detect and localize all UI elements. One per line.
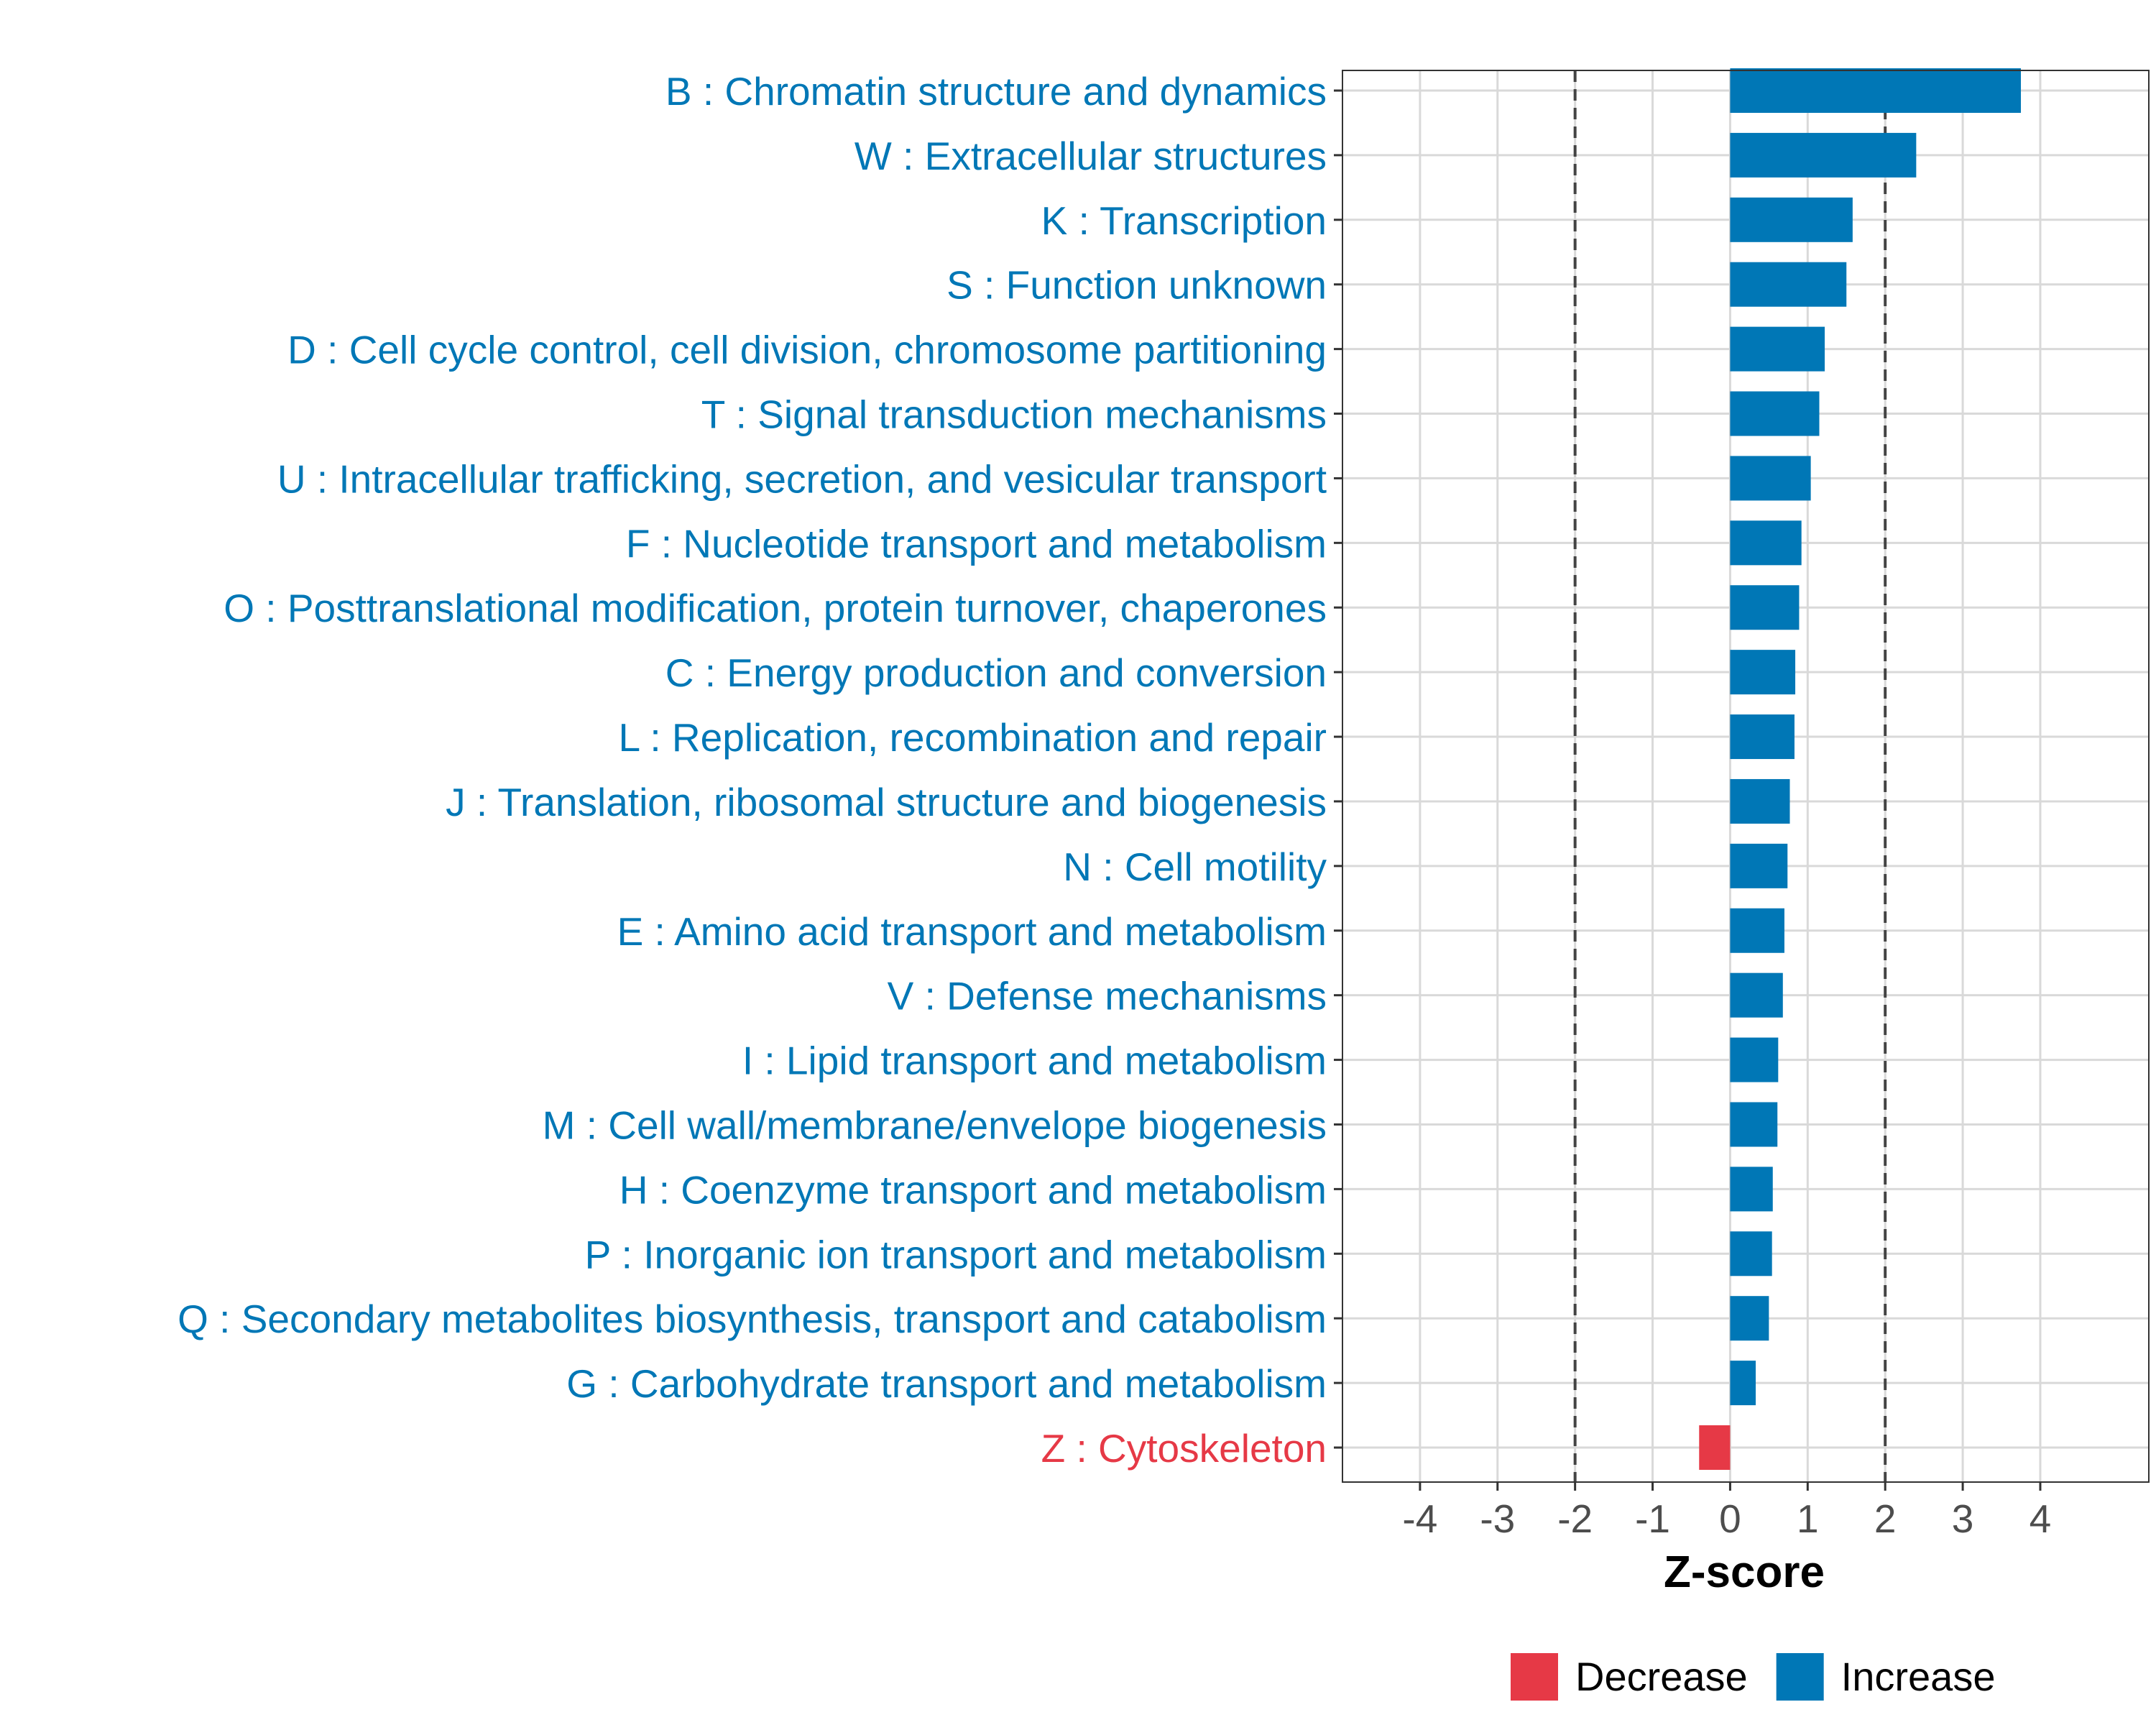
bar [1730,908,1784,953]
y-axis-ticks [1334,89,1342,1449]
y-tick-label: T : Signal transduction mechanisms [701,392,1327,437]
x-axis-ticks [1419,1482,2042,1491]
y-axis-labels: B : Chromatin structure and dynamics W : … [178,69,1327,1471]
x-tick-label: -4 [1402,1496,1437,1541]
bar [1730,972,1783,1018]
x-axis-title: Z-score [1664,1547,1825,1597]
x-tick-label: -3 [1480,1496,1515,1541]
y-tick-label: F : Nucleotide transport and metabolism [626,521,1327,566]
bar [1730,520,1802,566]
legend-swatch [1511,1653,1558,1701]
bar [1730,197,1853,242]
bar [1730,262,1847,307]
x-tick-label: 4 [2030,1496,2052,1541]
y-tick-label: M : Cell wall/membrane/envelope biogenes… [543,1103,1327,1147]
y-tick-label: I : Lipid transport and metabolism [742,1039,1327,1083]
bar [1730,326,1825,372]
x-tick-label: -1 [1635,1496,1670,1541]
y-tick-label: E : Amino acid transport and metabolism [617,909,1327,954]
plot-panel-border [1342,70,2150,1483]
bar [1730,843,1788,888]
y-tick-label: W : Extracellular structures [854,134,1327,178]
bar [1730,456,1811,501]
x-tick-label: 0 [1719,1496,1741,1541]
y-tick-label: L : Replication, recombination and repai… [619,715,1327,760]
y-tick-label: C : Energy production and conversion [665,650,1327,695]
legend-label: Decrease [1575,1654,1748,1699]
y-tick-label: B : Chromatin structure and dynamics [665,69,1327,114]
bar [1730,585,1800,630]
legend-swatch [1776,1653,1824,1701]
y-tick-label: V : Defense mechanisms [888,974,1327,1018]
y-tick-label: G : Carbohydrate transport and metabolis… [566,1361,1327,1406]
bar [1730,1296,1769,1341]
bar [1730,1167,1773,1212]
legend-label: Increase [1841,1654,1996,1699]
bar [1730,1102,1778,1147]
y-tick-label: Z : Cytoskeleton [1041,1426,1327,1471]
x-axis-tick-labels: -4 -3 -2 -1 0 1 2 3 4 [1402,1496,2051,1541]
bar [1730,714,1795,760]
bar [1730,650,1796,695]
y-tick-label: Q : Secondary metabolites biosynthesis, … [178,1297,1327,1341]
reference-lines [1573,70,1887,1482]
bar [1730,778,1790,824]
x-tick-label: 2 [1874,1496,1897,1541]
bar [1730,1037,1779,1082]
y-tick-label: U : Intracellular trafficking, secretion… [277,456,1327,501]
y-tick-label: S : Function unknown [946,263,1327,308]
bar [1730,132,1917,178]
bar [1730,1361,1756,1406]
legend: Decrease Increase [1511,1653,1995,1701]
x-tick-label: -2 [1557,1496,1593,1541]
y-tick-label: P : Inorganic ion transport and metaboli… [585,1232,1327,1276]
bars [1699,68,2021,1470]
y-tick-label: H : Coenzyme transport and metabolism [619,1167,1327,1212]
bar [1730,68,2021,113]
bar [1730,391,1820,436]
bar [1730,1231,1772,1276]
y-tick-label: J : Translation, ribosomal structure and… [446,780,1327,824]
y-tick-label: O : Posttranslational modification, prot… [224,586,1327,630]
y-tick-label: D : Cell cycle control, cell division, c… [287,328,1327,372]
x-tick-label: 1 [1797,1496,1819,1541]
y-tick-label: K : Transcription [1041,198,1327,243]
bar [1699,1425,1731,1470]
x-tick-label: 3 [1952,1496,1974,1541]
y-tick-label: N : Cell motility [1063,845,1327,889]
